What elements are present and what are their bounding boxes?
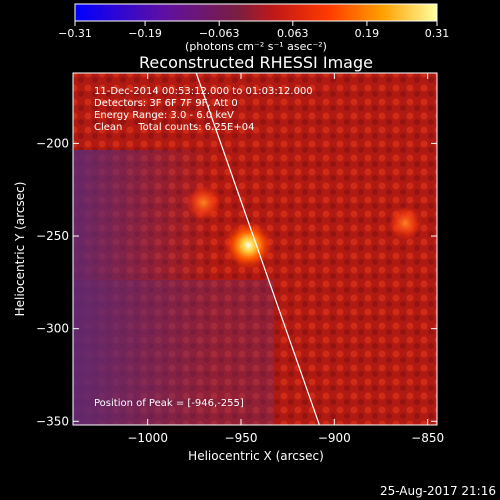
x-tick-label: −1000 [127, 431, 168, 445]
colorbar-tick-label: −0.19 [128, 27, 162, 40]
x-tick-label: −900 [318, 431, 351, 445]
plot-frame [72, 72, 438, 426]
annotation-counts: Clean Total counts: 6.25E+04 [94, 122, 254, 133]
x-axis: −1000 −950 −900 −850 [127, 73, 444, 445]
colorbar-tick-label: −0.31 [58, 27, 92, 40]
colorbar-ticks: −0.31 −0.19 −0.063 0.063 0.19 0.31 [58, 21, 449, 40]
colorbar-tick-label: −0.063 [199, 27, 240, 40]
colorbar [74, 3, 438, 22]
secondary-source [388, 206, 423, 240]
secondary-source [186, 185, 222, 221]
annotation-detectors: Detectors: 3F 6F 7F 9F, Att 0 [94, 98, 238, 109]
heatmap-image [73, 73, 437, 425]
solar-limb-line [195, 73, 320, 425]
x-tick-label: −850 [411, 431, 444, 445]
annotation-energy: Energy Range: 3.0 - 6.0 keV [94, 110, 234, 121]
colorbar-tick-label: 0.063 [277, 27, 309, 40]
y-axis: −200 −250 −300 −350 [36, 136, 437, 428]
chart-title: Reconstructed RHESSI Image [139, 53, 373, 72]
y-axis-label: Heliocentric Y (arcsec) [13, 182, 27, 317]
peak-source [224, 221, 273, 270]
x-tick-label: −950 [225, 431, 258, 445]
colorbar-tick-label: 0.19 [355, 27, 380, 40]
annotation-peak: Position of Peak = [-946,-255] [94, 398, 244, 409]
annotation-time: 11-Dec-2014 00:53:12.000 to 01:03:12.000 [94, 86, 313, 97]
timestamp: 25-Aug-2017 21:16 [380, 484, 496, 498]
y-tick-label: −300 [36, 322, 69, 336]
y-tick-label: −200 [36, 136, 69, 150]
colorbar-units: (photons cm⁻² s⁻¹ asec⁻²) [185, 40, 327, 53]
x-axis-label: Heliocentric X (arcsec) [188, 449, 324, 463]
colorbar-tick-label: 0.31 [425, 27, 450, 40]
y-tick-label: −350 [36, 414, 69, 428]
y-tick-label: −250 [36, 229, 69, 243]
